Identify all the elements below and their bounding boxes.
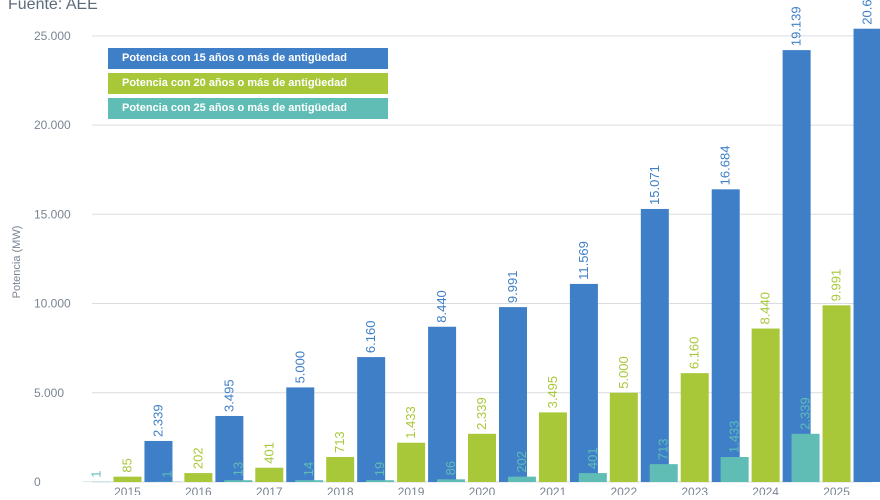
y-tick-label: 5.000 bbox=[34, 386, 64, 400]
y-tick-label: 20.000 bbox=[34, 118, 71, 132]
bar-value-label: 202 bbox=[190, 447, 205, 469]
bar bbox=[610, 393, 638, 482]
bar bbox=[508, 477, 536, 482]
bar-value-label: 14 bbox=[301, 462, 316, 476]
bar bbox=[539, 412, 567, 482]
bar bbox=[437, 479, 465, 482]
bar bbox=[579, 473, 607, 482]
x-tick-label: 2017 bbox=[256, 485, 283, 495]
y-tick-label: 15.000 bbox=[34, 207, 71, 221]
bar bbox=[113, 477, 141, 482]
bar-value-label: 1.433 bbox=[727, 420, 742, 453]
bar-value-label: 19 bbox=[372, 462, 387, 476]
bar-value-label: 15.071 bbox=[647, 165, 662, 205]
bar bbox=[823, 305, 851, 482]
legend-item: Potencia con 25 años o más de antigüedad bbox=[108, 98, 388, 119]
x-tick-label: 2016 bbox=[185, 485, 212, 495]
y-tick-label: 10.000 bbox=[34, 297, 71, 311]
legend-item: Potencia con 15 años o más de antigüedad bbox=[108, 48, 388, 69]
bar-value-label: 13 bbox=[230, 462, 245, 476]
bar bbox=[295, 480, 323, 482]
bar-value-label: 8.440 bbox=[434, 290, 449, 323]
bar-value-label: 5.000 bbox=[616, 356, 631, 389]
bar-value-label: 6.160 bbox=[363, 321, 378, 354]
bar-value-label: 2.339 bbox=[474, 397, 489, 430]
bar bbox=[255, 468, 283, 482]
x-tick-label: 2020 bbox=[469, 485, 496, 495]
bar bbox=[721, 457, 749, 482]
bar-value-label: 16.684 bbox=[718, 146, 733, 186]
bar-value-label: 3.495 bbox=[221, 379, 236, 412]
bar bbox=[397, 443, 425, 482]
y-tick-label: 0 bbox=[34, 475, 41, 489]
bar bbox=[681, 373, 709, 482]
bar bbox=[428, 327, 456, 482]
x-tick-label: 2015 bbox=[114, 485, 141, 495]
bar-value-label: 3.495 bbox=[545, 376, 560, 409]
x-tick-label: 2024 bbox=[752, 485, 779, 495]
bar-value-label: 1 bbox=[88, 470, 103, 477]
bar bbox=[752, 329, 780, 482]
bar-value-label: 85 bbox=[119, 458, 134, 472]
x-tick-label: 2018 bbox=[327, 485, 354, 495]
x-tick-label: 2023 bbox=[681, 485, 708, 495]
bar-value-label: 713 bbox=[332, 431, 347, 453]
bar bbox=[184, 473, 212, 482]
bar-value-label: 2.339 bbox=[798, 397, 813, 430]
bar-value-label: 5.000 bbox=[292, 351, 307, 384]
bar-value-label: 713 bbox=[656, 438, 671, 460]
bar-value-label: 11.569 bbox=[576, 241, 591, 280]
x-tick-label: 2025 bbox=[823, 485, 850, 495]
source-label: Fuente: AEE bbox=[8, 0, 98, 14]
x-tick-label: 2021 bbox=[540, 485, 567, 495]
bar-value-label: 86 bbox=[443, 461, 458, 475]
bar bbox=[854, 29, 880, 482]
bar-value-label: 401 bbox=[261, 442, 276, 464]
bar-value-label: 19.139 bbox=[789, 6, 804, 46]
bar bbox=[792, 434, 820, 482]
bar-value-label: 9.991 bbox=[829, 269, 844, 302]
bar-value-label: 6.160 bbox=[687, 337, 702, 370]
x-tick-label: 2019 bbox=[398, 485, 425, 495]
bar-value-label: 9.991 bbox=[505, 271, 520, 304]
x-tick-label: 2022 bbox=[610, 485, 637, 495]
bar-value-label: 202 bbox=[514, 451, 529, 473]
y-tick-label: 25.000 bbox=[34, 29, 71, 43]
bar bbox=[650, 464, 678, 482]
legend: Potencia con 15 años o más de antigüedad… bbox=[108, 48, 388, 123]
bar bbox=[468, 434, 496, 482]
bar-value-label: 1 bbox=[159, 470, 174, 477]
bar bbox=[366, 480, 394, 482]
bar-value-label: 20.626 bbox=[860, 0, 875, 25]
bar bbox=[326, 457, 354, 482]
bar-value-label: 401 bbox=[585, 447, 600, 469]
bar-value-label: 8.440 bbox=[758, 292, 773, 325]
bar-value-label: 1.433 bbox=[403, 406, 418, 439]
y-axis-label: Potencia (MW) bbox=[11, 226, 23, 299]
bar-value-label: 2.339 bbox=[150, 404, 165, 437]
bar bbox=[224, 480, 252, 482]
legend-item: Potencia con 20 años o más de antigüedad bbox=[108, 73, 388, 94]
